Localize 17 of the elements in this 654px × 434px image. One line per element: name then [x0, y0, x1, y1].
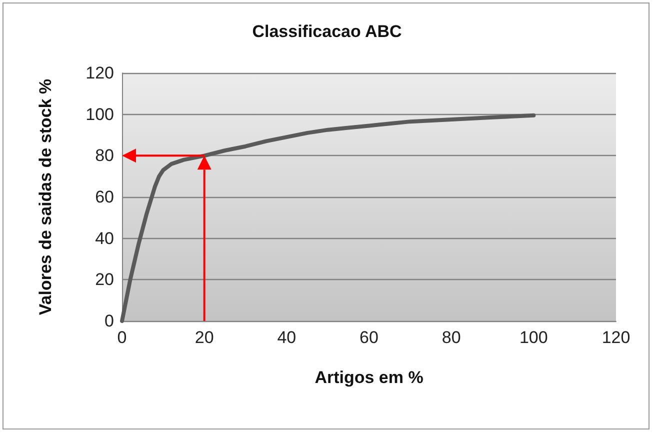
y-tick-label: 0	[104, 312, 114, 330]
y-tick-label: 40	[95, 228, 114, 248]
x-axis-title: Artigos em %	[314, 368, 424, 387]
x-tick-label: 80	[442, 328, 461, 347]
x-tick-label: 120	[602, 328, 630, 347]
y-tick-label: 100	[86, 104, 114, 124]
chart-title: Classificacao ABC	[252, 22, 402, 41]
x-tick-label: 20	[194, 328, 214, 347]
y-tick-label: 80	[95, 146, 114, 166]
x-tick-label: 100	[519, 328, 548, 347]
x-tick-label: 60	[360, 328, 378, 347]
x-tick-label: 0	[117, 328, 127, 347]
x-tick-label: 40	[277, 328, 296, 347]
y-tick-label: 60	[95, 188, 114, 206]
y-axis-title: Valores de saidas de stock %	[36, 78, 55, 316]
y-tick-label: 120	[86, 64, 114, 82]
y-tick-label: 20	[95, 270, 114, 290]
